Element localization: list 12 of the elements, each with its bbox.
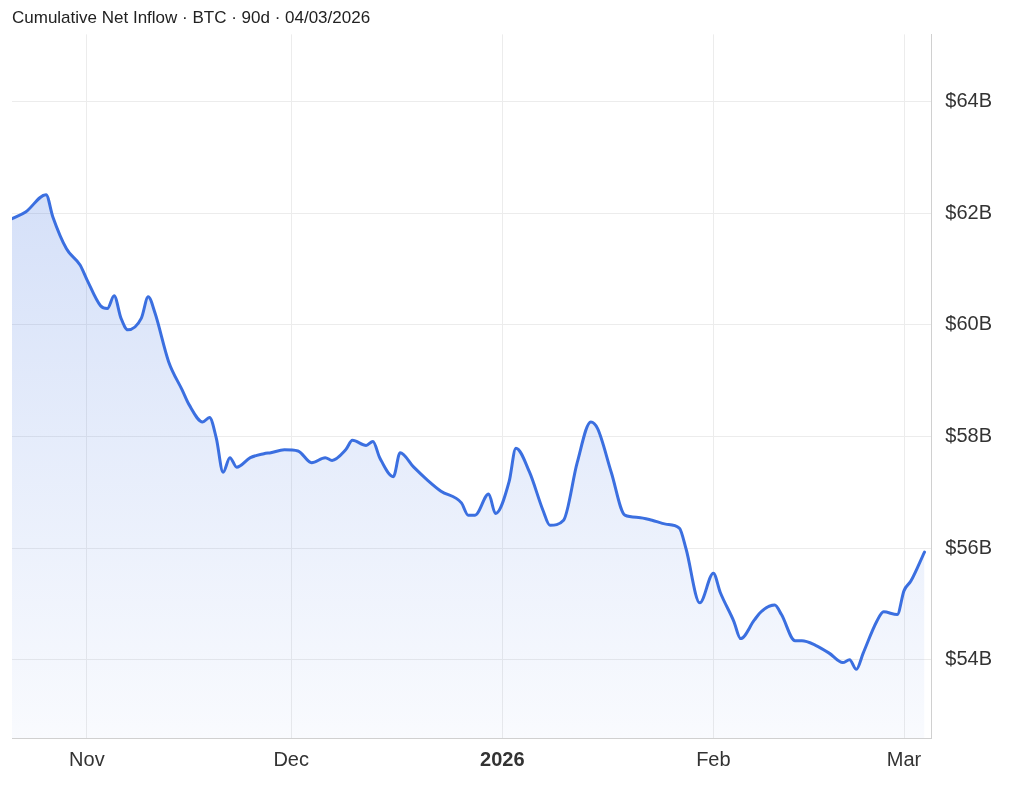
x-tick-label: Nov <box>69 747 105 770</box>
y-tick-label: $58B <box>945 423 993 446</box>
x-tick-label: Dec <box>273 747 309 770</box>
y-tick-label: $54B <box>945 647 993 670</box>
chart-title: Cumulative Net Inflow · BTC · 90d · 04/03/2026 <box>12 7 371 27</box>
y-tick-label: $56B <box>945 535 993 558</box>
x-tick-label: Mar <box>886 747 922 770</box>
x-tick-label: Feb <box>696 747 731 770</box>
y-tick-label: $64B <box>945 88 993 111</box>
y-tick-label: $60B <box>945 312 993 335</box>
x-tick-label: 2026 <box>480 747 525 770</box>
y-tick-label: $62B <box>945 200 993 223</box>
